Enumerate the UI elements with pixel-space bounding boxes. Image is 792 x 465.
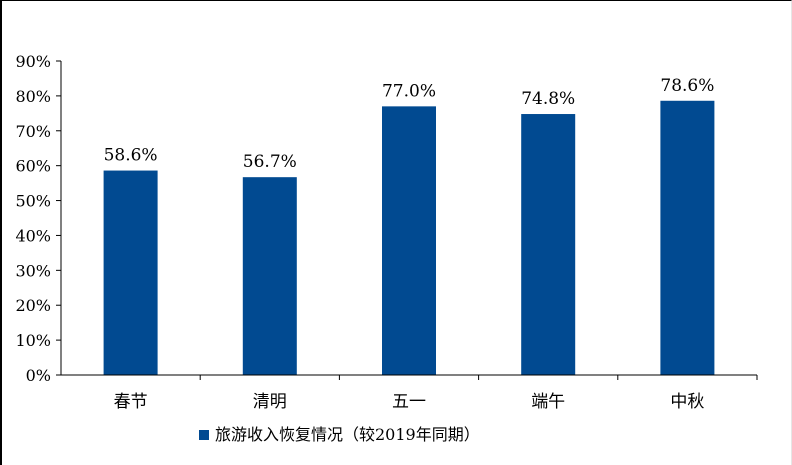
legend-label: 旅游收入恢复情况（较2019年同期）	[215, 425, 480, 444]
x-axis: 春节 清明 五一 端午 中秋	[61, 374, 758, 412]
legend: 旅游收入恢复情况（较2019年同期）	[199, 425, 480, 444]
bar	[103, 170, 158, 375]
y-tick-label: 10%	[15, 331, 51, 350]
bars	[103, 100, 715, 376]
y-tick-label: 0%	[26, 366, 51, 385]
y-tick-label: 70%	[15, 122, 51, 141]
data-labels: 58.6% 56.7% 77.0% 74.8% 78.6%	[104, 76, 715, 172]
bar	[521, 114, 576, 375]
data-label: 58.6%	[104, 146, 158, 166]
y-tick-label: 80%	[15, 87, 51, 106]
y-tick-label: 60%	[15, 157, 51, 176]
data-label: 77.0%	[382, 81, 436, 101]
y-tick-label: 20%	[15, 296, 51, 315]
data-label: 74.8%	[521, 89, 575, 109]
x-tick-label: 中秋	[670, 392, 704, 412]
x-tick-label: 五一	[392, 392, 426, 412]
x-tick-label: 清明	[253, 392, 287, 412]
legend-swatch	[199, 430, 209, 440]
y-tick-label: 40%	[15, 226, 51, 245]
x-tick-label: 春节	[114, 392, 148, 412]
bar	[660, 100, 715, 376]
y-tick-label: 50%	[15, 192, 51, 211]
y-tick-label: 30%	[15, 261, 51, 280]
y-tick-label: 90%	[15, 52, 51, 71]
data-label: 78.6%	[660, 76, 714, 96]
data-label: 56.7%	[243, 152, 297, 172]
bar	[242, 177, 297, 375]
y-axis: 0% 10% 20% 30% 40% 50% 60% 70% 80% 90%	[15, 52, 62, 385]
bar	[382, 106, 436, 375]
x-tick-label: 端午	[531, 392, 565, 412]
